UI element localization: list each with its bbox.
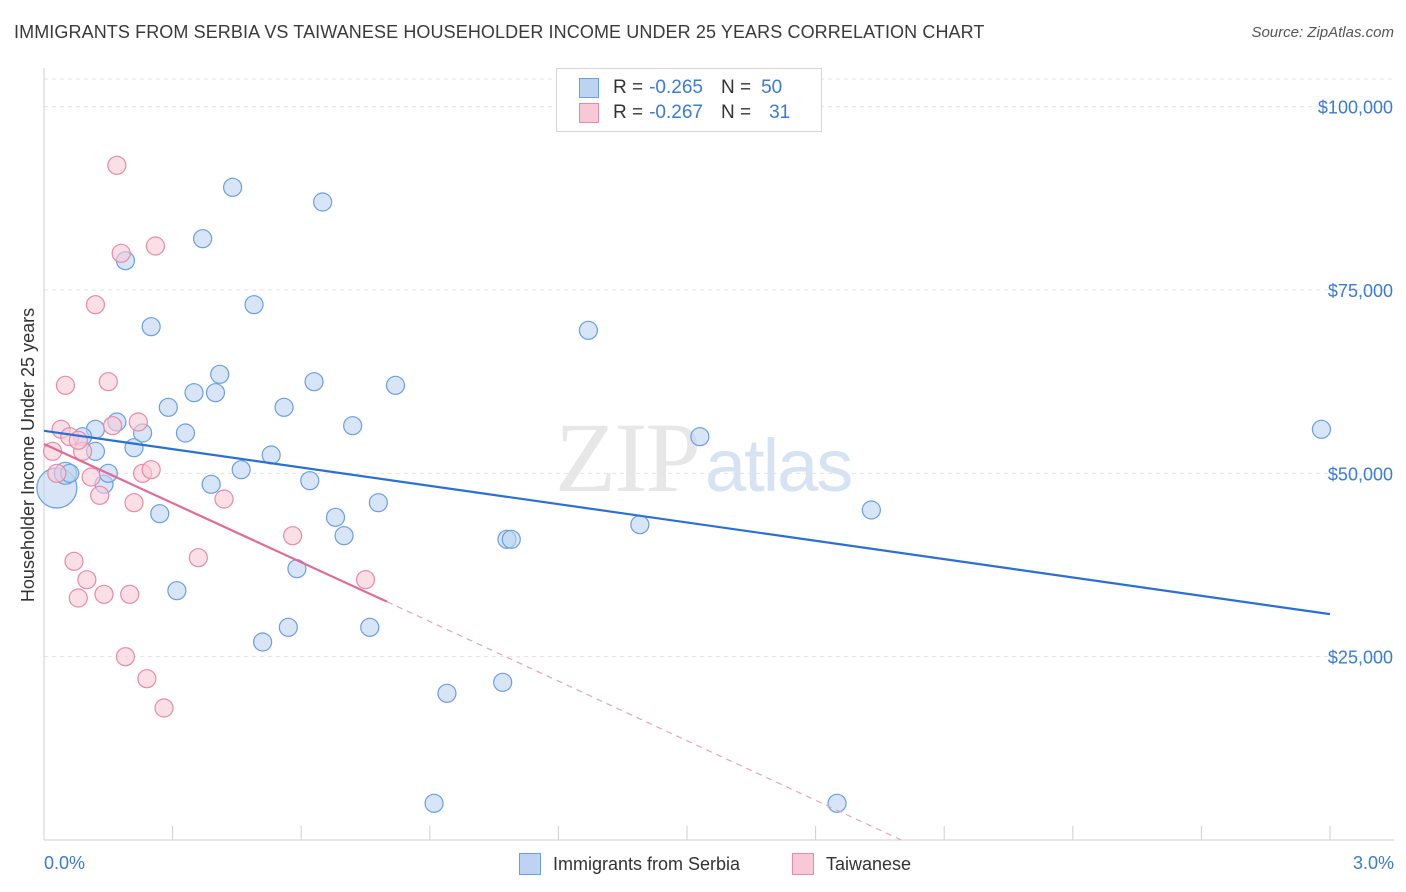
- point-taiwanese: [128, 412, 148, 432]
- point-serbia: [630, 515, 650, 535]
- trend-line-taiwanese-extension: [386, 601, 902, 841]
- point-serbia: [223, 177, 243, 197]
- point-taiwanese: [145, 236, 166, 256]
- point-serbia: [193, 229, 213, 249]
- legend-swatch-serbia: [579, 78, 599, 98]
- legend-swatch-taiwanese: [579, 103, 599, 123]
- legend-n-label: N =: [720, 77, 752, 98]
- bottom-legend-label-taiwanese: Taiwanese: [826, 853, 912, 874]
- legend-n-value: 50: [761, 77, 783, 98]
- point-serbia: [325, 507, 346, 527]
- point-serbia: [253, 632, 273, 652]
- point-serbia: [158, 397, 178, 417]
- point-serbia: [231, 460, 251, 480]
- legend-row-taiwanese: R = -0.267 N = 31: [579, 101, 790, 125]
- point-serbia: [385, 375, 406, 395]
- point-serbia: [304, 372, 324, 392]
- point-serbia: [343, 416, 363, 436]
- point-taiwanese: [85, 295, 106, 315]
- watermark: ZIPatlas: [555, 400, 853, 515]
- point-serbia: [313, 192, 333, 212]
- point-serbia: [360, 617, 380, 637]
- point-serbia: [827, 793, 847, 813]
- point-serbia: [1311, 419, 1332, 439]
- legend-r-label: R =: [613, 77, 644, 98]
- bottom-legend-swatch-serbia: [519, 853, 541, 875]
- point-serbia: [210, 364, 230, 384]
- point-serbia: [861, 500, 881, 520]
- point-serbia: [278, 617, 298, 637]
- trend-line-taiwanese: [43, 443, 388, 603]
- point-taiwanese: [68, 588, 88, 608]
- point-taiwanese: [355, 570, 376, 590]
- legend-n-label: N =: [720, 102, 752, 123]
- point-serbia: [300, 471, 320, 491]
- y-tick-label: $75,000: [1328, 281, 1393, 301]
- point-serbia: [175, 423, 196, 443]
- chart-source: Source: ZipAtlas.com: [1251, 24, 1394, 41]
- point-serbia: [274, 397, 294, 417]
- point-taiwanese: [98, 372, 118, 392]
- y-tick-label: $50,000: [1328, 464, 1393, 484]
- watermark-atlas: atlas: [705, 424, 853, 507]
- point-taiwanese: [111, 243, 131, 263]
- point-taiwanese: [124, 493, 144, 513]
- point-taiwanese: [90, 485, 110, 505]
- point-taiwanese: [107, 155, 127, 175]
- x-tick-label-min: 0.0%: [44, 853, 85, 873]
- legend-row-serbia: R = -0.265 N = 50: [579, 76, 782, 100]
- point-serbia: [424, 793, 444, 813]
- point-serbia: [141, 317, 161, 337]
- watermark-zip: ZIP: [555, 402, 701, 513]
- point-serbia: [167, 581, 187, 601]
- legend-r-value: -0.265: [649, 77, 703, 98]
- bottom-legend-label-serbia: Immigrants from Serbia: [553, 853, 741, 874]
- point-taiwanese: [55, 375, 76, 395]
- x-tick-label-max: 3.0%: [1353, 853, 1394, 873]
- point-taiwanese: [94, 584, 114, 604]
- point-taiwanese: [154, 698, 174, 718]
- point-taiwanese: [102, 416, 123, 436]
- point-taiwanese: [188, 548, 208, 568]
- chart-title: IMMIGRANTS FROM SERBIA VS TAIWANESE HOUS…: [14, 22, 985, 42]
- point-taiwanese: [283, 526, 303, 546]
- y-tick-label: $25,000: [1328, 648, 1393, 668]
- point-taiwanese: [47, 463, 67, 483]
- legend-r-label: R =: [613, 102, 644, 123]
- y-tick-label: $100,000: [1318, 98, 1393, 118]
- point-serbia: [578, 320, 599, 340]
- point-taiwanese: [64, 551, 84, 571]
- point-serbia: [201, 474, 221, 494]
- point-serbia: [334, 526, 354, 546]
- point-serbia: [437, 683, 457, 703]
- point-taiwanese: [115, 647, 136, 667]
- point-serbia: [150, 504, 170, 524]
- correlation-legend: R = -0.265 N = 50 R = -0.267 N = 31: [556, 68, 822, 132]
- point-serbia: [184, 383, 204, 403]
- bottom-legend-swatch-taiwanese: [792, 853, 814, 875]
- point-taiwanese: [141, 460, 161, 480]
- point-serbia: [501, 529, 521, 549]
- point-taiwanese: [214, 489, 234, 509]
- point-serbia: [244, 295, 264, 315]
- bottom-legend-serbia: Immigrants from Serbia: [519, 851, 740, 877]
- point-serbia: [205, 383, 226, 403]
- point-taiwanese: [137, 669, 157, 689]
- y-axis-title: Householder Income Under 25 years: [18, 308, 38, 602]
- point-taiwanese: [77, 570, 97, 590]
- point-serbia: [368, 493, 388, 513]
- point-serbia: [690, 427, 710, 447]
- legend-r-value: -0.267: [649, 102, 703, 123]
- trend-line-serbia: [43, 429, 1331, 616]
- point-serbia: [493, 672, 513, 692]
- point-taiwanese: [81, 467, 101, 487]
- bottom-legend-taiwanese: Taiwanese: [792, 851, 911, 877]
- legend-n-value: 31: [769, 102, 791, 123]
- point-taiwanese: [120, 584, 140, 604]
